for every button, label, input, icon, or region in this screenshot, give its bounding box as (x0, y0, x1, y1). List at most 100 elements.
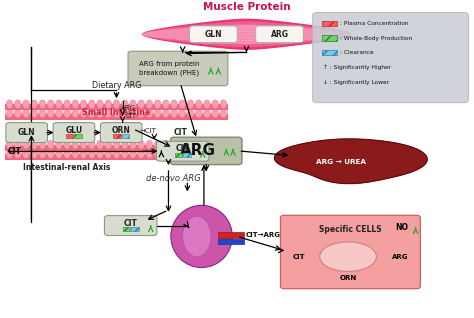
Ellipse shape (187, 140, 194, 149)
Text: GLU: GLU (65, 126, 82, 135)
Ellipse shape (179, 110, 186, 118)
Ellipse shape (14, 150, 21, 158)
Text: Dietary ARG: Dietary ARG (92, 81, 141, 90)
Ellipse shape (31, 140, 37, 149)
Ellipse shape (113, 100, 120, 109)
Ellipse shape (55, 140, 62, 149)
Text: →CIT: →CIT (140, 128, 156, 134)
Ellipse shape (121, 150, 128, 158)
Ellipse shape (14, 110, 21, 118)
Ellipse shape (179, 100, 186, 109)
Ellipse shape (212, 150, 219, 158)
Ellipse shape (72, 150, 79, 158)
Ellipse shape (138, 150, 145, 158)
Ellipse shape (72, 100, 79, 109)
Ellipse shape (204, 110, 210, 118)
Text: Muscle Protein: Muscle Protein (203, 2, 290, 12)
Ellipse shape (204, 140, 210, 149)
Ellipse shape (55, 150, 62, 158)
Ellipse shape (39, 100, 46, 109)
Ellipse shape (105, 110, 111, 118)
Bar (218, 238, 244, 244)
Bar (74, 134, 82, 138)
Ellipse shape (64, 140, 71, 149)
Ellipse shape (80, 110, 87, 118)
Text: ORN: ORN (112, 126, 131, 135)
Ellipse shape (47, 110, 54, 118)
Text: NO: NO (396, 223, 409, 232)
FancyBboxPatch shape (190, 26, 237, 43)
Ellipse shape (89, 110, 95, 118)
Text: ↓ : Significantly Lower: ↓ : Significantly Lower (323, 79, 389, 85)
Bar (113, 134, 121, 138)
Ellipse shape (105, 100, 111, 109)
Text: GLN: GLN (18, 128, 36, 137)
Ellipse shape (220, 150, 227, 158)
Ellipse shape (195, 140, 202, 149)
Ellipse shape (146, 140, 153, 149)
Ellipse shape (14, 100, 21, 109)
Ellipse shape (212, 140, 219, 149)
Polygon shape (143, 22, 350, 46)
FancyBboxPatch shape (171, 137, 242, 165)
Ellipse shape (97, 150, 103, 158)
Text: GLN: GLN (205, 30, 222, 39)
Text: CIT: CIT (126, 114, 137, 119)
Ellipse shape (23, 100, 29, 109)
Ellipse shape (121, 100, 128, 109)
Ellipse shape (187, 110, 194, 118)
Ellipse shape (47, 150, 54, 158)
Ellipse shape (204, 150, 210, 158)
Ellipse shape (146, 150, 153, 158)
Ellipse shape (80, 140, 87, 149)
FancyBboxPatch shape (104, 216, 157, 236)
FancyBboxPatch shape (313, 12, 469, 103)
Polygon shape (274, 139, 427, 183)
Text: Small Intestine: Small Intestine (82, 107, 151, 116)
Bar (322, 35, 337, 41)
Ellipse shape (129, 110, 136, 118)
Ellipse shape (97, 140, 103, 149)
Ellipse shape (31, 100, 37, 109)
Ellipse shape (155, 110, 161, 118)
Ellipse shape (89, 100, 95, 109)
Ellipse shape (171, 110, 177, 118)
Ellipse shape (64, 110, 71, 118)
Ellipse shape (64, 150, 71, 158)
Bar (322, 50, 337, 55)
Ellipse shape (47, 140, 54, 149)
Text: ARG → UREA: ARG → UREA (316, 159, 366, 165)
Ellipse shape (220, 110, 227, 118)
Text: ↑ : Significantly Higher: ↑ : Significantly Higher (323, 65, 391, 70)
Bar (122, 134, 129, 138)
Ellipse shape (113, 140, 120, 149)
Text: : Clearance: : Clearance (340, 50, 374, 55)
Ellipse shape (31, 110, 37, 118)
Bar (5, 154, 228, 160)
Ellipse shape (146, 100, 153, 109)
Ellipse shape (220, 100, 227, 109)
Ellipse shape (97, 110, 103, 118)
Bar (123, 227, 130, 231)
Ellipse shape (6, 110, 13, 118)
Text: CIT→ARG: CIT→ARG (246, 232, 281, 238)
Ellipse shape (6, 150, 13, 158)
Bar (322, 21, 337, 26)
Ellipse shape (97, 100, 103, 109)
Bar (5, 104, 228, 110)
Ellipse shape (187, 150, 194, 158)
Ellipse shape (163, 110, 169, 118)
Ellipse shape (129, 100, 136, 109)
Ellipse shape (212, 100, 219, 109)
Ellipse shape (80, 100, 87, 109)
Ellipse shape (80, 150, 87, 158)
Ellipse shape (105, 150, 111, 158)
Ellipse shape (55, 100, 62, 109)
Text: Intestinal-renal Axis: Intestinal-renal Axis (23, 163, 110, 172)
Ellipse shape (171, 150, 177, 158)
Ellipse shape (129, 140, 136, 149)
Ellipse shape (138, 110, 145, 118)
Text: ORN: ORN (339, 275, 357, 280)
Ellipse shape (187, 100, 194, 109)
Ellipse shape (138, 140, 145, 149)
